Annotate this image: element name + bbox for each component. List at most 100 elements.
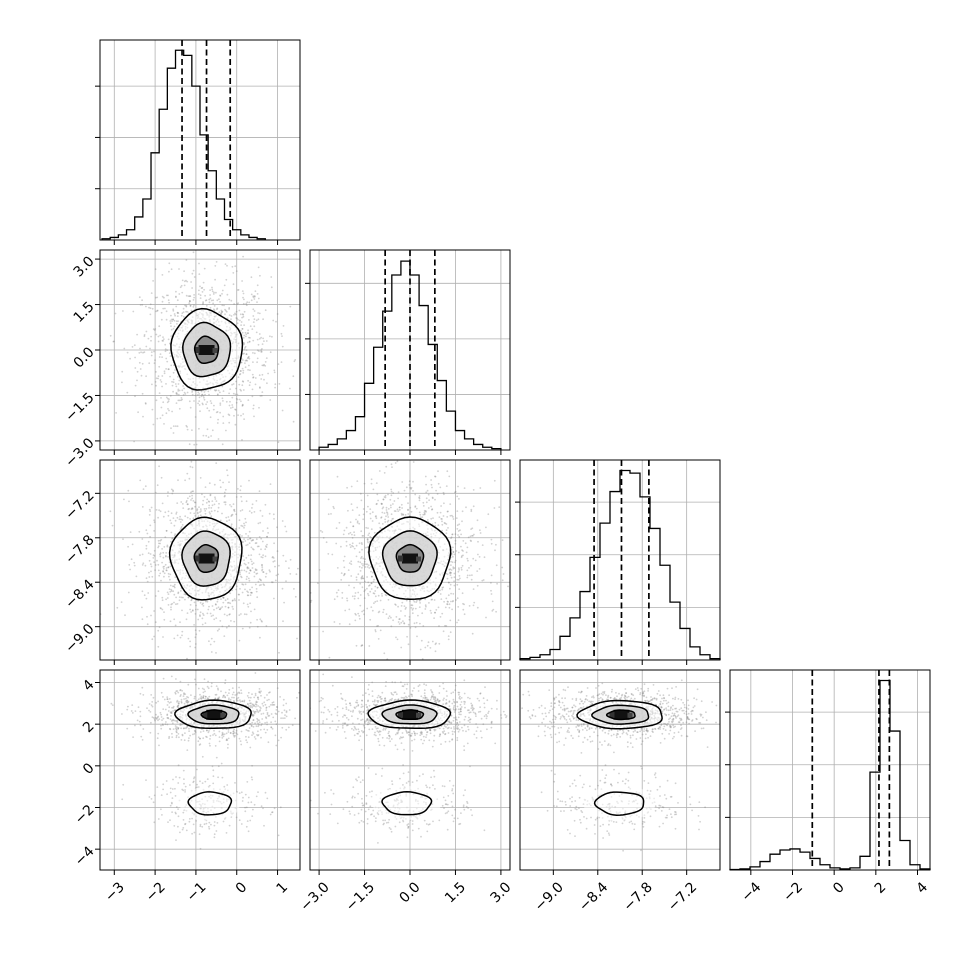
sample-point [184, 280, 186, 282]
sample-point [197, 394, 199, 396]
sample-point [172, 319, 174, 321]
sample-point [495, 611, 497, 613]
sample-point [183, 394, 185, 396]
sample-point [419, 514, 421, 516]
sample-point [153, 424, 155, 426]
sample-point [251, 547, 253, 549]
sample-point [350, 575, 352, 577]
sample-point [195, 643, 197, 645]
sample-point [258, 318, 260, 320]
sample-point [149, 525, 151, 527]
sample-point [350, 532, 352, 534]
sample-point [245, 332, 247, 334]
sample-point [257, 293, 259, 295]
sample-point [175, 306, 177, 308]
sample-point [166, 295, 168, 297]
sample-point [170, 522, 172, 524]
sample-point [213, 405, 215, 407]
sample-point [278, 441, 280, 443]
sample-point [180, 727, 182, 729]
sample-point [256, 718, 258, 720]
sample-point [466, 570, 468, 572]
sample-point [234, 265, 236, 267]
sample-point [376, 517, 378, 519]
sample-point [373, 489, 375, 491]
sample-point [176, 502, 178, 504]
sample-point [454, 573, 456, 575]
sample-point [209, 511, 211, 513]
sample-point [259, 710, 261, 712]
sample-point [251, 294, 253, 296]
sample-point [364, 581, 366, 583]
sample-point [132, 712, 134, 714]
sample-point [142, 562, 144, 564]
sample-point [250, 559, 252, 561]
sample-point [168, 368, 170, 370]
sample-point [251, 507, 253, 509]
sample-point [175, 603, 177, 605]
sample-point [470, 565, 472, 567]
sample-point [166, 412, 168, 414]
sample-point [409, 484, 411, 486]
sample-point [249, 369, 251, 371]
sample-point [242, 332, 244, 334]
sample-point [188, 508, 190, 510]
sample-point [386, 507, 388, 509]
sample-point [446, 532, 448, 534]
sample-point [180, 286, 182, 288]
sample-point [449, 607, 451, 609]
sample-point [242, 592, 244, 594]
sample-point [202, 500, 204, 502]
sample-point [321, 531, 323, 533]
sample-point [223, 390, 225, 392]
sample-point [128, 501, 130, 503]
sample-point [139, 296, 141, 298]
sample-point [221, 304, 223, 306]
sample-point [228, 481, 230, 483]
sample-point [216, 694, 218, 696]
sample-point [270, 483, 272, 485]
sample-point [155, 385, 157, 387]
sample-point [502, 579, 504, 581]
sample-point [146, 545, 148, 547]
sample-point [261, 348, 263, 350]
sample-point [155, 311, 157, 313]
sample-point [229, 401, 231, 403]
sample-point [218, 298, 220, 300]
sample-point [267, 527, 269, 529]
sample-point [422, 514, 424, 516]
sample-point [431, 508, 433, 510]
sample-point [205, 696, 207, 698]
sample-point [132, 544, 134, 546]
sample-point [166, 361, 168, 363]
sample-point [439, 590, 441, 592]
sample-point [159, 573, 161, 575]
sample-point [283, 704, 285, 706]
sample-point [251, 540, 253, 542]
sample-point [204, 268, 206, 270]
sample-point [375, 595, 377, 597]
sample-point [167, 408, 169, 410]
sample-point [385, 594, 387, 596]
sample-point [199, 615, 201, 617]
sample-point [458, 619, 460, 621]
sample-point [390, 489, 392, 491]
sample-point [179, 408, 181, 410]
sample-point [390, 617, 392, 619]
sample-point [368, 533, 370, 535]
sample-point [249, 531, 251, 533]
sample-point [162, 401, 164, 403]
sample-point [368, 595, 370, 597]
sample-point [162, 636, 164, 638]
sample-point [140, 724, 142, 726]
sample-point [363, 613, 365, 615]
sample-point [242, 628, 244, 630]
sample-point [349, 562, 351, 564]
sample-point [337, 596, 339, 598]
sample-point [218, 606, 220, 608]
sample-point [282, 588, 284, 590]
sample-point [353, 525, 355, 527]
sample-point [179, 723, 181, 725]
sample-point [322, 631, 324, 633]
sample-point [209, 301, 211, 303]
